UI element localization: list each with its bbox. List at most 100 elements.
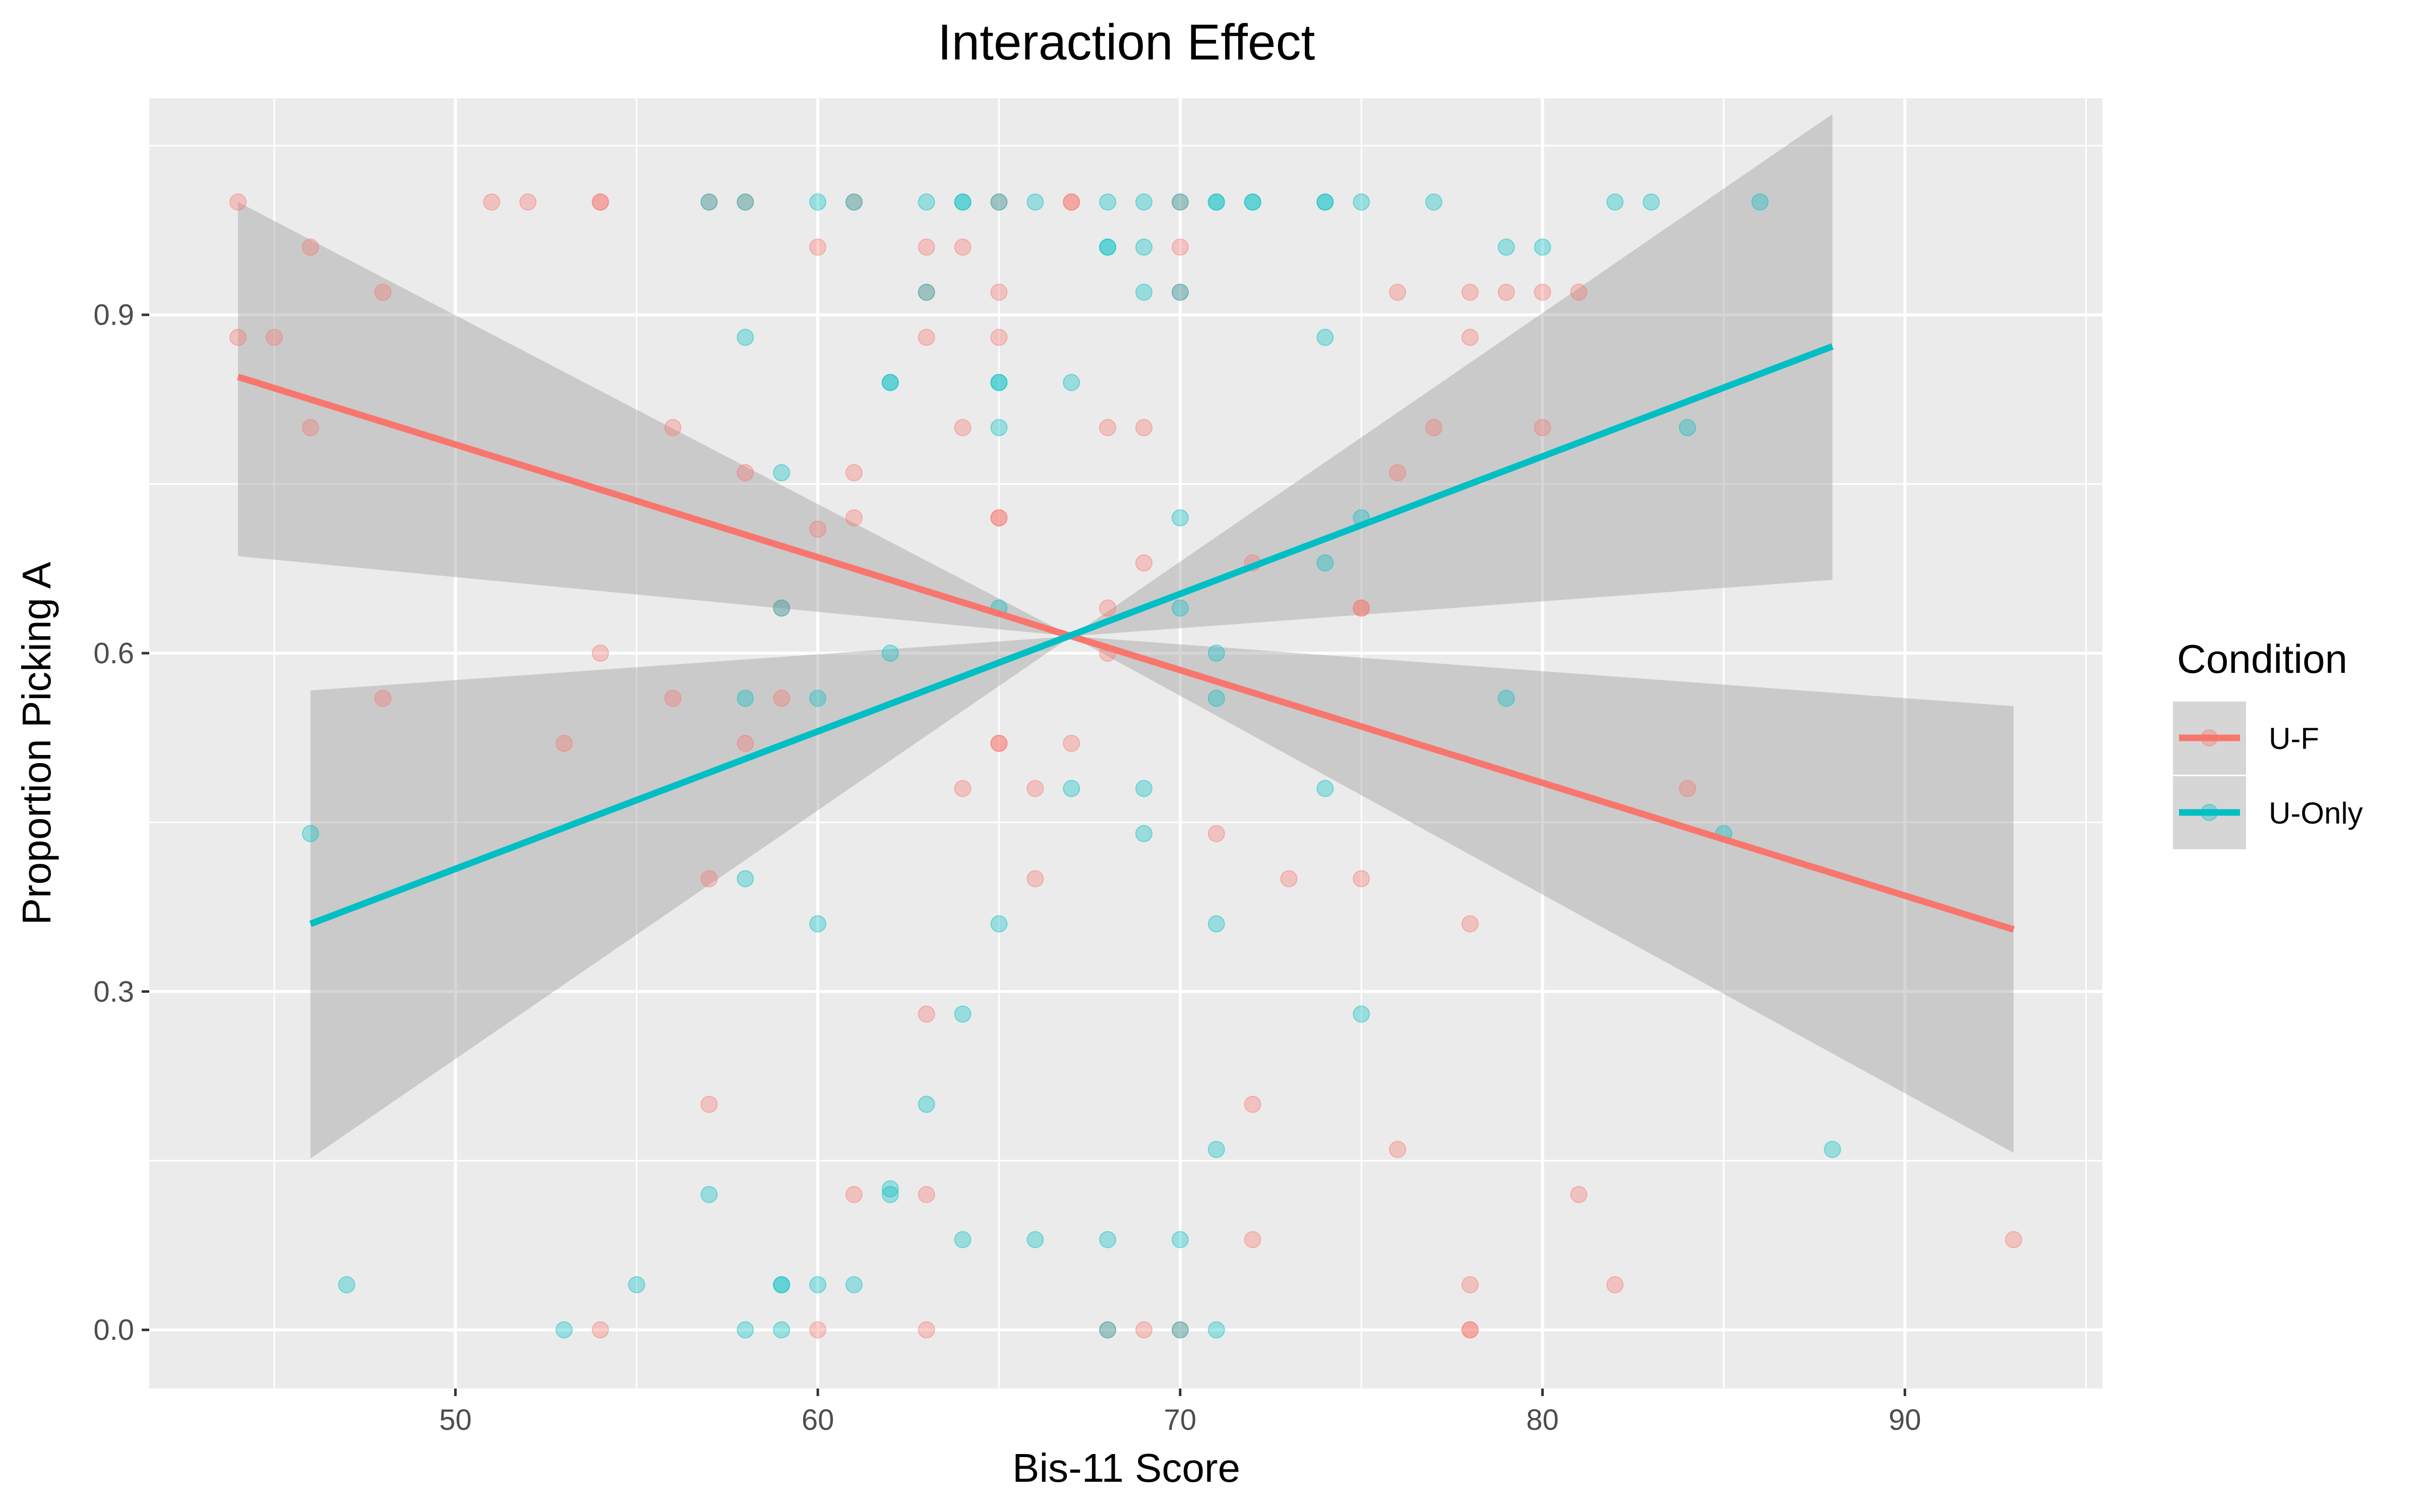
data-point [918,1096,935,1113]
data-point [1135,419,1153,436]
data-point [990,509,1008,527]
data-point [773,599,791,617]
data-point [1171,193,1189,211]
data-point [809,689,827,707]
data-point [990,509,1008,527]
data-point [1171,1231,1189,1248]
legend-key-point [2201,804,2218,821]
data-point [990,193,1008,211]
data-point [1099,1321,1117,1339]
chart-title: Interaction Effect [938,14,1315,71]
data-point [737,870,754,888]
data-point [845,464,863,481]
data-point [1461,1321,1479,1339]
data-point [1280,870,1298,888]
data-point [1534,419,1551,436]
data-point [918,329,935,346]
data-point [1063,373,1080,391]
data-point [918,283,935,301]
data-point [737,193,754,211]
data-point [483,193,501,211]
data-point [1207,1141,1225,1158]
data-point [1135,1321,1153,1339]
data-point [1026,1231,1044,1248]
data-point [1135,825,1153,843]
legend-key-point [2201,729,2218,746]
data-point [374,689,392,707]
data-point [1824,1141,1841,1158]
data-point [700,1096,718,1113]
data-point [1606,193,1624,211]
data-point [1316,780,1334,797]
grid-major [149,98,2102,1389]
data-point [519,193,537,211]
data-point [1207,644,1225,662]
data-point [1425,193,1442,211]
data-point [990,283,1008,301]
data-point [700,870,718,888]
data-point [1099,419,1117,436]
data-point [1461,283,1479,301]
data-point [1316,193,1334,211]
data-point [918,1186,935,1204]
data-point [845,1186,863,1204]
data-point [737,1321,754,1339]
data-point [918,1005,935,1023]
data-point [700,193,718,211]
legend-label: U-Only [2269,796,2363,830]
data-point [1425,419,1442,436]
x-axis-title: Bis-11 Score [1012,1445,1240,1490]
data-point [1171,193,1189,211]
data-point [737,193,754,211]
data-point [918,193,935,211]
data-point [845,509,863,527]
data-point [555,735,573,752]
data-point [374,283,392,301]
data-point [591,644,609,662]
data-point [881,373,899,391]
data-point [954,193,972,211]
data-point [1389,1141,1407,1158]
data-point [1461,1321,1479,1339]
data-point [1570,1186,1588,1204]
x-tick-label: 50 [439,1404,472,1436]
data-point [918,1321,935,1339]
data-point [773,464,791,481]
data-point [1207,1321,1225,1339]
data-point [1063,193,1080,211]
data-point [845,193,863,211]
data-point [1679,419,1697,436]
data-point [1171,509,1189,527]
data-point [338,1276,355,1294]
y-tick-label: 0.0 [93,1314,134,1347]
y-tick-label: 0.3 [93,975,134,1008]
data-point [2005,1231,2022,1248]
data-point [1534,238,1551,256]
data-point [1461,329,1479,346]
data-point [591,193,609,211]
data-point [881,373,899,391]
data-point [1497,238,1515,256]
data-point [1316,554,1334,572]
data-point [809,1321,827,1339]
data-point [1171,283,1189,301]
data-point [954,419,972,436]
data-point [809,1276,827,1294]
data-point [301,238,319,256]
data-point [954,1005,972,1023]
data-point [881,1186,899,1204]
data-point [1135,780,1153,797]
data-point [1461,915,1479,933]
data-point [1099,599,1117,617]
data-point [1244,1096,1261,1113]
data-point [1389,283,1407,301]
data-point [918,283,935,301]
legend: Condition U-F U-Only [2173,637,2363,849]
data-point [1207,193,1225,211]
data-point [1171,1321,1189,1339]
data-point [1207,825,1225,843]
data-point [229,329,247,346]
data-point [990,193,1008,211]
x-tick-label: 90 [1889,1404,1921,1436]
data-point [1316,329,1334,346]
